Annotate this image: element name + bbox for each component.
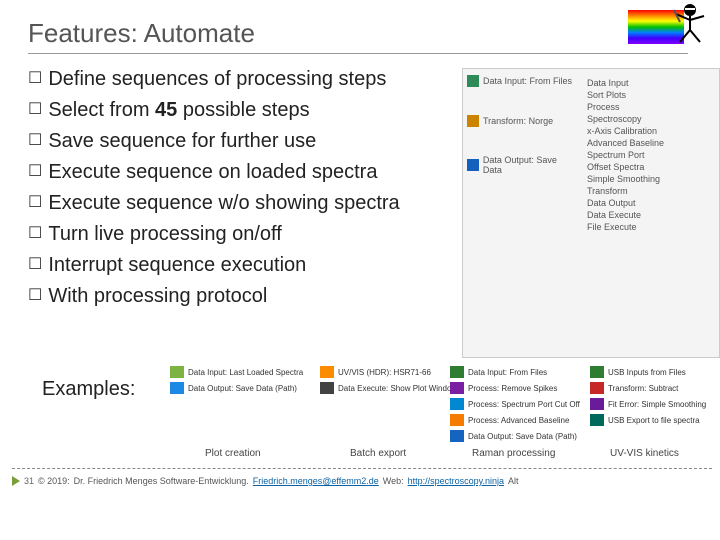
grid-cell: Data Input: Last Loaded Spectra — [170, 364, 310, 380]
step-icon — [590, 398, 604, 410]
grid-cell: Data Output: Save Data (Path) — [450, 428, 590, 444]
tree-item: Process — [587, 101, 715, 113]
bullet-text: Interrupt sequence execution — [48, 254, 306, 276]
step-icon — [170, 366, 184, 378]
step-icon — [590, 366, 604, 378]
tree-item: Sort Plots — [587, 89, 715, 101]
grid-label: Data Execute: Show Plot Window — [338, 384, 457, 393]
grid-label: Data Output: Save Data (Path) — [468, 432, 577, 441]
panel-step-label: Transform: Norge — [483, 116, 553, 126]
example-grid-b: UV/VIS (HDR): HSR71-66 Data Execute: Sho… — [320, 364, 460, 396]
panel-left: Data Input: From Files Transform: Norge … — [467, 73, 577, 177]
grid-label: Data Input: Last Loaded Spectra — [188, 368, 303, 377]
bullet-text: Execute sequence on loaded spectra — [48, 161, 377, 183]
tree-item: x-Axis Calibration — [587, 125, 715, 137]
step-icon — [320, 366, 334, 378]
tree-item: Offset Spectra — [587, 161, 715, 173]
tree-item: Data Input — [587, 77, 715, 89]
footer-tail: Alt — [508, 476, 519, 486]
grid-cell: Process: Remove Spikes — [450, 380, 590, 396]
email-link[interactable]: Friedrich.menges@effemm2.de — [253, 476, 379, 486]
step-icon — [590, 414, 604, 426]
step-icon — [450, 430, 464, 442]
logo — [628, 2, 708, 52]
grid-label: Process: Spectrum Port Cut Off — [468, 400, 580, 409]
bullet-text: Save sequence for further use — [48, 130, 316, 152]
bullet-text: With processing protocol — [48, 285, 267, 307]
caption-a: Plot creation — [205, 448, 261, 459]
grid-label: USB Inputs from Files — [608, 368, 686, 377]
grid-label: Process: Advanced Baseline — [468, 416, 569, 425]
grid-cell: USB Inputs from Files — [590, 364, 720, 380]
grid-cell: Data Output: Save Data (Path) — [170, 380, 310, 396]
grid-cell: Process: Spectrum Port Cut Off — [450, 396, 590, 412]
title-rule — [28, 53, 688, 54]
footer: 31 © 2019: Dr. Friedrich Menges Software… — [12, 476, 519, 486]
save-icon — [467, 159, 479, 171]
panel-step-label: Data Input: From Files — [483, 76, 572, 86]
tree-item: Transform — [587, 185, 715, 197]
slide-title: Features: Automate — [28, 18, 720, 49]
grid-label: Transform: Subtract — [608, 384, 678, 393]
grid-cell: Data Input: From Files — [450, 364, 590, 380]
example-grid-c: Data Input: From Files Process: Remove S… — [450, 364, 590, 444]
caption-d: UV-VIS kinetics — [610, 448, 679, 459]
copyright: © 2019: — [38, 476, 70, 486]
example-grid-a: Data Input: Last Loaded Spectra Data Out… — [170, 364, 310, 396]
step-icon — [450, 414, 464, 426]
grid-cell: USB Export to file spectra — [590, 412, 720, 428]
grid-label: USB Export to file spectra — [608, 416, 700, 425]
plus-icon — [467, 75, 479, 87]
panel-step: Transform: Norge — [467, 113, 577, 129]
grid-label: Data Output: Save Data (Path) — [188, 384, 297, 393]
example-grid-d: USB Inputs from Files Transform: Subtrac… — [590, 364, 720, 428]
step-icon — [450, 382, 464, 394]
author: Dr. Friedrich Menges Software-Entwicklun… — [74, 476, 249, 486]
step-icon — [590, 382, 604, 394]
tree-item: Data Execute — [587, 209, 715, 221]
web-label: Web: — [383, 476, 404, 486]
grid-label: Fit Error: Simple Smoothing — [608, 400, 706, 409]
arrow-icon — [12, 476, 20, 486]
examples-label: Examples: — [42, 378, 135, 401]
panel-tree: Data Input Sort Plots Process Spectrosco… — [587, 77, 715, 233]
grid-label: Process: Remove Spikes — [468, 384, 557, 393]
grid-cell: UV/VIS (HDR): HSR71-66 — [320, 364, 460, 380]
grid-label: UV/VIS (HDR): HSR71-66 — [338, 368, 431, 377]
step-icon — [170, 382, 184, 394]
tree-item: Spectroscopy — [587, 113, 715, 125]
grid-cell: Process: Advanced Baseline — [450, 412, 590, 428]
bullet-text: Turn live processing on/off — [48, 223, 281, 245]
caption-b: Batch export — [350, 448, 406, 459]
transform-icon — [467, 115, 479, 127]
bullet-text: Define sequences of processing steps — [48, 68, 386, 90]
screenshot-panel: Data Input: From Files Transform: Norge … — [462, 68, 720, 358]
tree-item: Advanced Baseline — [587, 137, 715, 149]
bullet-text: Execute sequence w/o showing spectra — [48, 192, 399, 214]
step-icon — [320, 382, 334, 394]
tree-item: File Execute — [587, 221, 715, 233]
caption-c: Raman processing — [472, 448, 555, 459]
web-link[interactable]: http://spectroscopy.ninja — [408, 476, 504, 486]
panel-step: Data Output: Save Data — [467, 153, 577, 177]
step-icon — [450, 398, 464, 410]
step-icon — [450, 366, 464, 378]
grid-cell: Data Execute: Show Plot Window — [320, 380, 460, 396]
panel-step-label: Data Output: Save Data — [483, 155, 577, 175]
dash-rule — [12, 468, 712, 469]
ninja-icon — [670, 2, 706, 48]
tree-item: Data Output — [587, 197, 715, 209]
grid-cell: Fit Error: Simple Smoothing — [590, 396, 720, 412]
tree-item: Simple Smoothing — [587, 173, 715, 185]
bullet-text: Select from — [48, 99, 155, 121]
panel-step: Data Input: From Files — [467, 73, 577, 89]
bullet-text: possible steps — [177, 99, 309, 121]
page-number: 31 — [24, 476, 34, 486]
grid-label: Data Input: From Files — [468, 368, 547, 377]
grid-cell: Transform: Subtract — [590, 380, 720, 396]
tree-item: Spectrum Port — [587, 149, 715, 161]
bullet-bold: 45 — [155, 99, 177, 121]
